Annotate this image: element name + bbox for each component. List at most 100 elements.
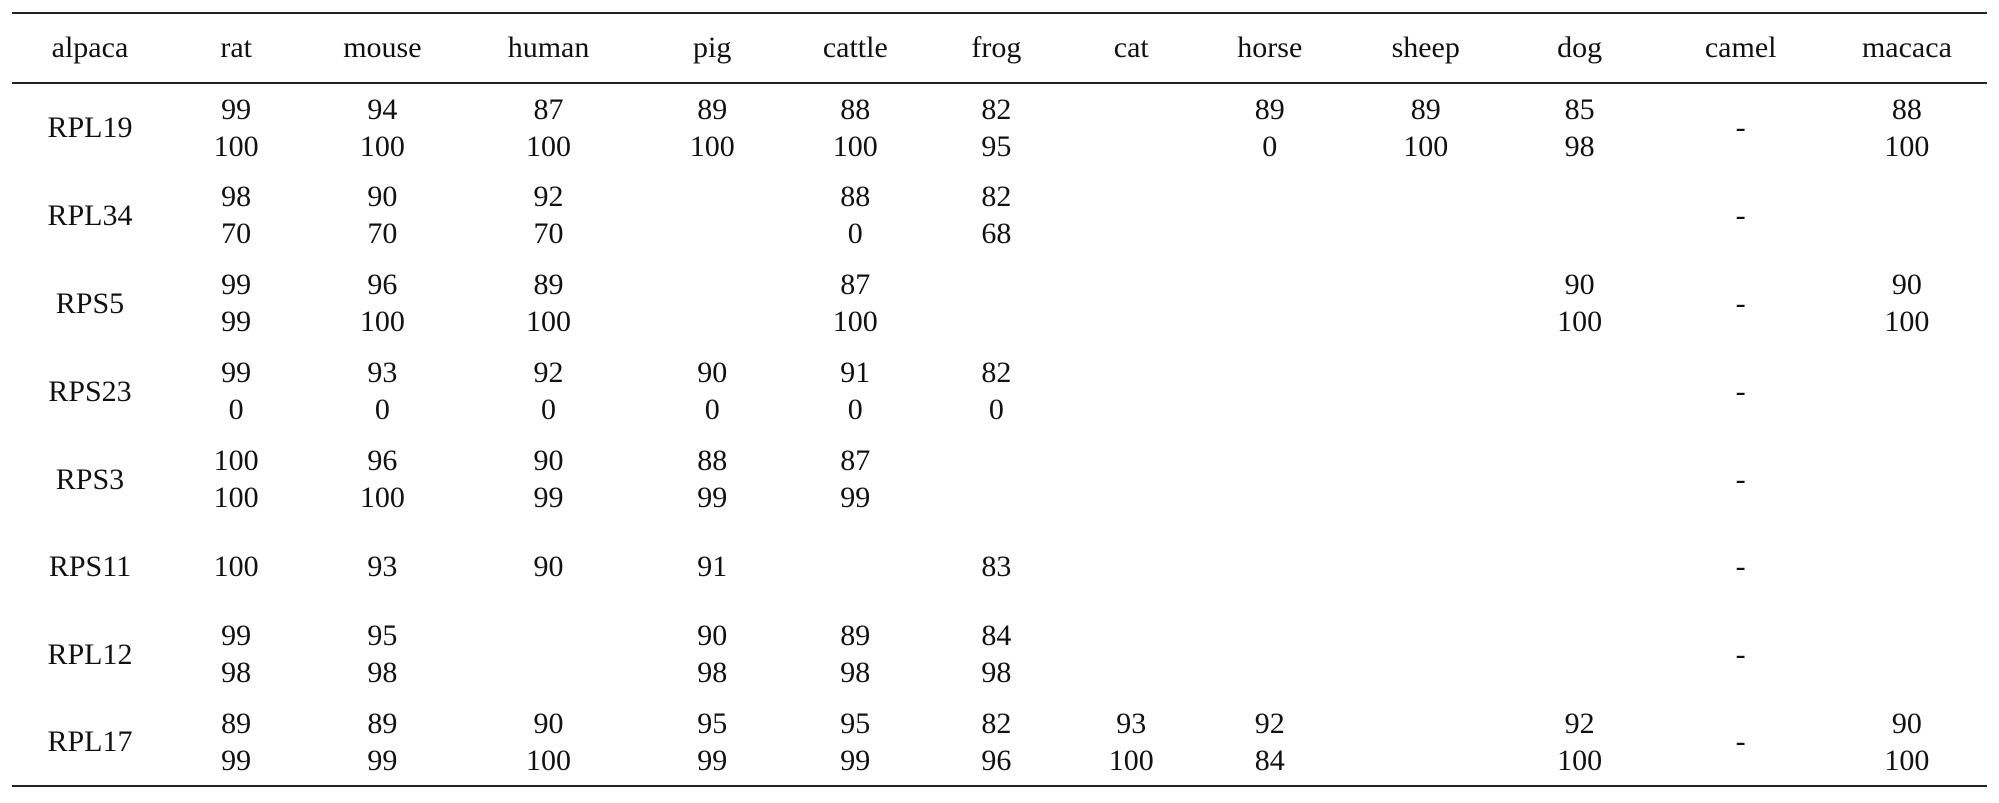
cell-value-bottom: 99 (367, 743, 398, 777)
cell-value-bottom: 100 (1557, 743, 1603, 777)
cell-value-bottom: 100 (526, 305, 572, 338)
table-header: alpaca rat mouse human pig cattle frog cat horse… (12, 12, 1987, 84)
cell-value-bottom: 100 (832, 305, 878, 338)
table-cell-cattle: 95 99 (787, 698, 924, 787)
cell-value-top: - (1735, 637, 1746, 671)
table-cell-rat: 99 0 (168, 347, 304, 435)
table-cell-human: 92 70 (460, 171, 636, 259)
table-cell-cattle: 88 100 (788, 83, 923, 171)
table-cell-cattle: 89 98 (788, 610, 923, 698)
column-header-camel: camel (1654, 12, 1827, 84)
table-cell-human: 87 100 (460, 83, 636, 171)
table-cell-cattle: 91 0 (788, 347, 923, 435)
column-header-cattle: cattle (787, 12, 924, 84)
table-cell-frog: 84 98 (923, 610, 1070, 698)
row-label: RPS11 (48, 550, 132, 583)
cell-value-bottom: 100 (689, 129, 735, 163)
cell-value-top: 99 (221, 619, 252, 652)
row-label: RPL12 (47, 637, 133, 671)
cell-value-bottom: 100 (359, 129, 405, 163)
cell-value-bottom: 0 (847, 393, 863, 426)
table-cell-frog: 82 95 (923, 83, 1070, 171)
table-cell-cat (1070, 610, 1193, 698)
cell-value-top: 90 (1891, 268, 1922, 301)
table-cell-frog: 82 0 (923, 347, 1070, 435)
table-cell-mouse: 90 70 (304, 171, 460, 259)
table-cell-mouse: 95 98 (304, 610, 460, 698)
table-cell-horse: 92 84 (1192, 698, 1347, 787)
cell-value-top: 93 (367, 550, 398, 583)
cell-value-top: 90 (697, 356, 728, 389)
cell-value-top: 88 (840, 180, 871, 213)
cell-value-top: 82 (981, 180, 1012, 213)
cell-value-top: 90 (533, 444, 564, 477)
table-cell-macaca (1827, 610, 1987, 698)
cell-value-top: 90 (1891, 706, 1922, 740)
row-label: RPS3 (55, 462, 125, 496)
table-cell-sheep (1347, 171, 1505, 259)
cell-value-bottom: 98 (1564, 129, 1595, 163)
cell-value-top: 95 (840, 706, 871, 740)
cell-value-bottom: 100 (359, 305, 405, 338)
table-cell-human: 90 99 (460, 435, 636, 523)
table-cell-pig: 90 98 (637, 610, 788, 698)
table-cell-frog (923, 435, 1070, 523)
cell-value-top: 89 (367, 706, 398, 740)
cell-value-bottom: 0 (847, 217, 863, 250)
table-cell-horse (1193, 610, 1347, 698)
table-cell-cat (1070, 83, 1193, 171)
cell-value-bottom: 70 (533, 217, 564, 250)
column-header-cat: cat (1069, 12, 1193, 84)
column-header-pig: pig (636, 12, 788, 84)
table-row: RPL19 99 100 94 100 87 100 89 100 88 100 82 95 89 0 89 1… (12, 83, 1987, 171)
column-header-mouse: mouse (304, 12, 461, 84)
cell-value-top: 99 (221, 92, 252, 126)
table-cell-dog: 85 98 (1505, 83, 1655, 171)
table-cell-sheep: 89 100 (1347, 83, 1505, 171)
cell-value-top: 92 (1564, 706, 1595, 740)
table-cell-camel: - (1654, 698, 1827, 787)
table-cell-frog: 82 68 (923, 171, 1070, 259)
cell-value-top: 89 (221, 706, 252, 740)
table-cell-human: 89 100 (460, 259, 636, 347)
row-label: RPS5 (55, 286, 125, 320)
table-cell-frog: 82 96 (923, 698, 1070, 787)
cell-value-bottom: 100 (526, 129, 572, 163)
table-cell-rat: 99 99 (168, 259, 304, 347)
cell-value-top: 87 (840, 444, 871, 477)
table-cell-horse (1193, 347, 1347, 435)
table-cell-cattle: 88 0 (788, 171, 923, 259)
cell-value-bottom: 84 (1254, 743, 1285, 777)
table-cell-pig: 91 (637, 523, 788, 610)
cell-value-top: 87 (840, 268, 871, 301)
cell-value-bottom: 0 (374, 393, 390, 426)
table-cell-pig: 95 99 (636, 698, 788, 787)
table-cell-macaca (1827, 347, 1987, 435)
cell-value-top: 88 (840, 92, 871, 126)
cell-value-bottom: 98 (840, 656, 871, 689)
cell-value-top: 96 (367, 268, 398, 301)
table-cell-camel: - (1655, 259, 1827, 347)
table-row: RPS23 99 0 93 0 92 0 90 0 91 0 82 0- (12, 347, 1987, 435)
cell-value-top: 82 (981, 706, 1012, 740)
cell-value-top: 90 (1564, 268, 1595, 301)
cell-value-bottom: 100 (1884, 305, 1930, 338)
row-label: RPS23 (48, 374, 132, 408)
cell-value-bottom: 99 (840, 481, 871, 514)
table-cell-dog: 90 100 (1505, 259, 1655, 347)
comparison-table: alpaca rat mouse human pig cattle frog cat horse… (12, 12, 1987, 787)
table-cell-macaca (1827, 523, 1987, 610)
cell-value-bottom: 98 (221, 656, 252, 689)
cell-value-bottom: 68 (981, 217, 1012, 250)
table-cell-macaca (1827, 435, 1987, 523)
cell-value-bottom: 0 (988, 393, 1004, 426)
table-cell-rat: 99 100 (168, 83, 304, 171)
table-cell-mouse: 89 99 (304, 698, 461, 787)
table-cell-human (460, 610, 636, 698)
cell-value-top: - (1735, 550, 1746, 583)
cell-value-bottom: 70 (221, 217, 252, 250)
cell-value-top: 98 (221, 180, 252, 213)
table-cell-rat: 100 (168, 523, 304, 610)
cell-value-top: 88 (1891, 92, 1922, 126)
row-label: RPL34 (47, 198, 133, 232)
